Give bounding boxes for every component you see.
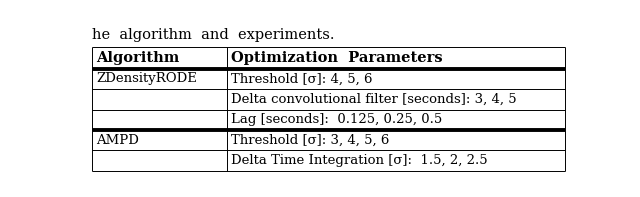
Text: Threshold [σ]: 3, 4, 5, 6: Threshold [σ]: 3, 4, 5, 6	[231, 134, 390, 147]
Text: Threshold [σ]: 4, 5, 6: Threshold [σ]: 4, 5, 6	[231, 72, 372, 85]
Text: Delta Time Integration [σ]:  1.5, 2, 2.5: Delta Time Integration [σ]: 1.5, 2, 2.5	[231, 154, 488, 167]
Text: ZDensityRODE: ZDensityRODE	[97, 72, 197, 85]
Text: AMPD: AMPD	[97, 134, 140, 147]
Text: Algorithm: Algorithm	[97, 51, 180, 65]
Text: he  algorithm  and  experiments.: he algorithm and experiments.	[92, 28, 335, 42]
Text: Optimization  Parameters: Optimization Parameters	[231, 51, 443, 65]
Text: Lag [seconds]:  0.125, 0.25, 0.5: Lag [seconds]: 0.125, 0.25, 0.5	[231, 113, 442, 126]
Text: Delta convolutional filter [seconds]: 3, 4, 5: Delta convolutional filter [seconds]: 3,…	[231, 93, 516, 106]
